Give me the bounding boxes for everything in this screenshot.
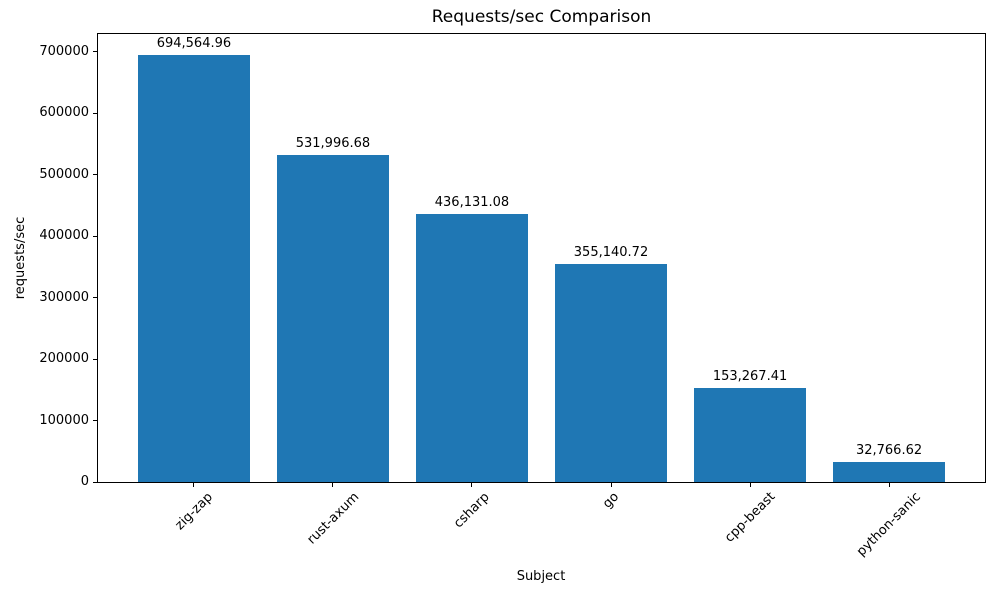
y-tick-label: 600000: [39, 105, 89, 121]
y-tick-mark: [93, 51, 98, 53]
bar-python-sanic: [833, 461, 945, 482]
bar-value-label-zig-zap: 694,564.96: [156, 36, 232, 52]
bar-cpp-beast: [694, 387, 806, 482]
y-tick-mark: [93, 420, 98, 422]
x-tick-mark: [332, 482, 334, 487]
y-tick-label: 200000: [39, 351, 89, 367]
y-tick-label: 300000: [39, 289, 89, 305]
x-tick-mark: [193, 482, 195, 487]
y-tick-label: 100000: [39, 412, 89, 428]
y-tick-label: 0: [80, 474, 89, 489]
x-tick-label-python-sanic: python-sanic: [854, 489, 925, 560]
bar-value-label-csharp: 436,131.08: [434, 195, 510, 211]
bar-go: [555, 263, 667, 482]
x-tick-label-go: go: [599, 489, 623, 512]
bar-rust-axum: [277, 155, 389, 482]
y-tick-label: 500000: [39, 166, 89, 182]
bar-value-label-go: 355,140.72: [573, 244, 649, 260]
y-tick-mark: [93, 112, 98, 114]
bar-value-label-rust-axum: 531,996.68: [295, 136, 371, 152]
y-tick-mark: [93, 235, 98, 237]
y-tick-label: 400000: [39, 228, 89, 244]
x-tick-label-zig-zap: zig-zap: [172, 489, 216, 533]
y-tick-mark: [93, 481, 98, 483]
y-tick-mark: [93, 174, 98, 176]
y-tick-mark: [93, 358, 98, 360]
x-tick-label-csharp: csharp: [451, 489, 493, 531]
bar-value-label-cpp-beast: 153,267.41: [712, 368, 788, 384]
y-axis-label: requests/sec: [13, 216, 28, 300]
chart-title: Requests/sec Comparison: [431, 7, 652, 27]
bar-value-label-python-sanic: 32,766.62: [855, 442, 923, 458]
bar-csharp: [416, 214, 528, 482]
x-tick-label-rust-axum: rust-axum: [304, 489, 362, 548]
x-tick-mark: [610, 482, 612, 487]
y-tick-label: 700000: [39, 43, 89, 59]
y-tick-mark: [93, 297, 98, 299]
x-tick-label-cpp-beast: cpp-beast: [721, 489, 779, 546]
x-tick-mark: [471, 482, 473, 487]
x-axis-label: Subject: [516, 569, 566, 584]
bar-zig-zap: [138, 55, 250, 482]
x-tick-mark: [749, 482, 751, 487]
x-tick-mark: [888, 482, 890, 487]
